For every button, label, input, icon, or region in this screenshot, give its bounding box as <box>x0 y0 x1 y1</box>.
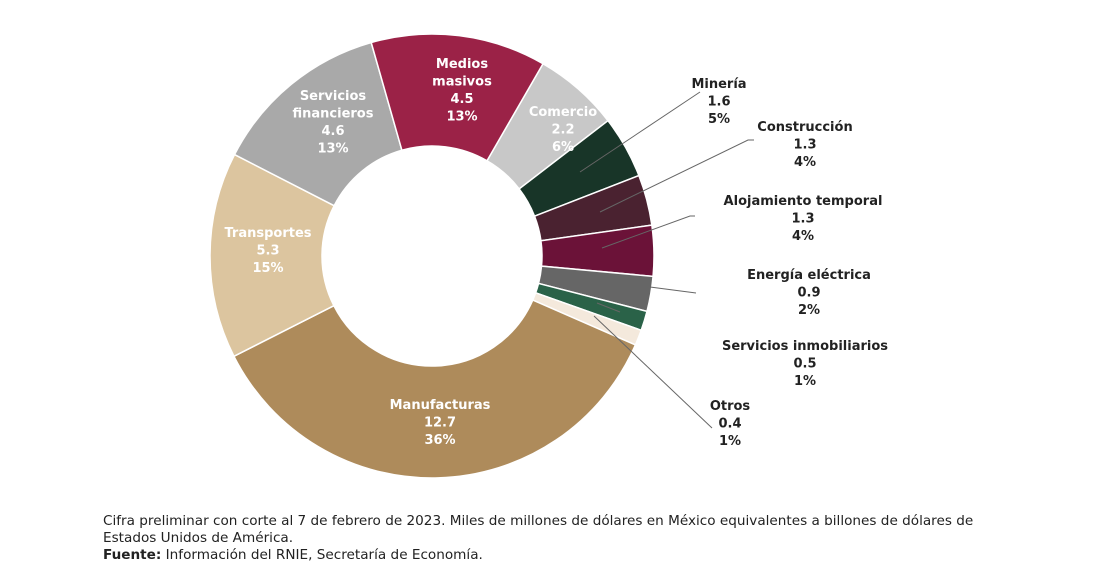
label-transportes-line2: 15% <box>252 261 283 276</box>
label-inmobiliarios-line2: 1% <box>794 374 816 389</box>
label-transportes-line1: 5.3 <box>256 244 279 259</box>
leader-line-alojamiento <box>601 215 695 249</box>
label-inmobiliarios-line0: Servicios inmobiliarios <box>722 339 888 354</box>
leader-line-construccion <box>599 139 754 213</box>
label-medios-line3: 13% <box>446 110 477 125</box>
label-energia-line2: 2% <box>798 303 820 318</box>
label-otros-line0: Otros <box>710 399 751 414</box>
donut-chart-svg: Comercio 2.2 6% Minería 1.6 5% Construcción 1.3… <box>209 33 888 479</box>
label-medios-line0: Medios <box>436 57 488 72</box>
label-alojamiento-line2: 4% <box>792 229 814 244</box>
label-manufacturas-line2: 36% <box>424 433 455 448</box>
label-medios-line2: 4.5 <box>450 92 473 107</box>
label-financieros-line0: Servicios <box>300 89 367 104</box>
label-energia-line0: Energía eléctrica <box>747 268 871 283</box>
label-manufacturas-line1: 12.7 <box>424 416 456 431</box>
label-financieros-line3: 13% <box>317 142 348 157</box>
caption-source-text: Información del RNIE, Secretaría de Econ… <box>161 547 483 563</box>
label-mineria-line1: 1.6 <box>707 95 730 110</box>
chart-caption: Cifra preliminar con corte al 7 de febre… <box>103 513 1023 564</box>
leader-line-mineria <box>579 91 701 173</box>
label-inmobiliarios-line1: 0.5 <box>793 357 816 372</box>
label-otros-line2: 1% <box>719 434 741 449</box>
label-financieros-line2: 4.6 <box>321 124 344 139</box>
label-mineria-line0: Minería <box>691 77 746 92</box>
label-comercio-line1: 2.2 <box>551 123 574 138</box>
leader-line-otros <box>593 315 713 429</box>
label-medios-line1: masivos <box>432 75 492 90</box>
label-comercio-line0: Comercio <box>529 105 597 120</box>
caption-note: Cifra preliminar con corte al 7 de febre… <box>103 513 974 546</box>
label-mineria-line2: 5% <box>708 112 730 127</box>
caption-source-label: Fuente: <box>103 547 162 563</box>
slice-transportes <box>209 153 336 358</box>
label-construccion-line1: 1.3 <box>793 138 816 153</box>
label-construccion-line2: 4% <box>794 155 816 170</box>
label-financieros-line1: financieros <box>293 107 374 122</box>
leader-line-energia <box>599 284 697 294</box>
label-otros-line1: 0.4 <box>718 417 741 432</box>
slice-manufacturas <box>232 299 637 479</box>
leader-line-inmobiliarios <box>596 302 621 313</box>
label-construccion-line0: Construcción <box>757 120 852 135</box>
donut-chart: Comercio 2.2 6% Minería 1.6 5% Construcción 1.3… <box>209 33 888 479</box>
label-alojamiento-line1: 1.3 <box>791 212 814 227</box>
label-transportes-line0: Transportes <box>224 226 311 241</box>
slice-medios <box>370 33 545 162</box>
label-alojamiento-line0: Alojamiento temporal <box>724 194 883 209</box>
label-manufacturas-line0: Manufacturas <box>390 398 491 413</box>
label-energia-line1: 0.9 <box>797 286 820 301</box>
label-comercio-line2: 6% <box>552 140 574 155</box>
